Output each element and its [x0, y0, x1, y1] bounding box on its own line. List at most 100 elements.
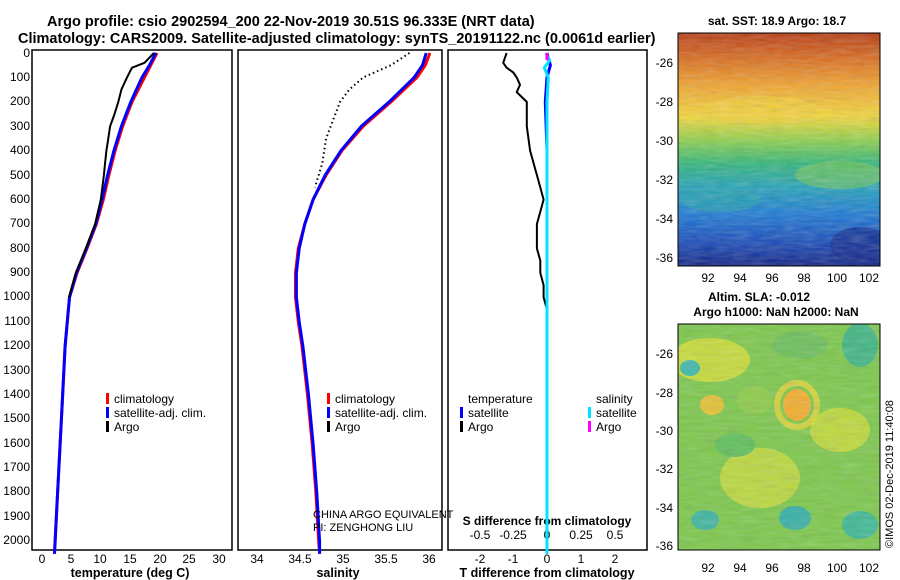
- temperature-panel-frame: [31, 49, 233, 551]
- profile-curves: [53, 52, 552, 554]
- x-tick-label: 5: [68, 552, 75, 566]
- legend-label: satellite: [468, 406, 509, 420]
- temperature-legend: climatology satellite-adj. clim. Argo: [106, 392, 206, 434]
- legend-swatch-t-satellite: [460, 407, 463, 418]
- top-tick-label: 0.25: [569, 528, 593, 542]
- difference-x-label: T difference from climatology: [459, 566, 634, 580]
- top-tick-label: -0.5: [470, 528, 491, 542]
- top-tick-label: 0.5: [607, 528, 624, 542]
- difference-series-t-argo: [502, 52, 548, 310]
- difference-legend: temperature satellite Argo salinity sate…: [460, 392, 637, 434]
- depth-tick: 100: [10, 70, 30, 84]
- legend-swatch-s-argo: [588, 421, 591, 432]
- depth-tick: 0: [23, 46, 30, 60]
- depth-tick: 500: [10, 168, 30, 182]
- lat-label: -26: [656, 347, 674, 361]
- legend-label: Argo: [114, 420, 140, 434]
- depth-tick: 400: [10, 143, 30, 157]
- lat-label: -36: [656, 539, 674, 553]
- legend-swatch-satellite: [106, 407, 109, 418]
- temperature-series-argo: [67, 52, 155, 298]
- depth-tick: 1400: [3, 387, 30, 401]
- temperature-x-axis: 0 5 10 15 20 25 30 temperature (deg C): [39, 552, 226, 580]
- legend-label: climatology: [335, 392, 395, 406]
- lon-label: 94: [733, 561, 747, 575]
- salinity-x-label: salinity: [316, 566, 359, 580]
- x-tick-label: 15: [123, 552, 137, 566]
- sla-map-texture: [678, 324, 880, 550]
- legend-swatch-argo: [106, 421, 109, 432]
- x-tick-label: -1: [508, 552, 519, 566]
- sst-map: [678, 33, 880, 266]
- legend-header: salinity: [596, 392, 633, 406]
- title-line1: Argo profile: csio 2902594_200 22-Nov-20…: [47, 14, 535, 30]
- sla-map-frame: [677, 323, 881, 551]
- salinity-panel-frame: [237, 49, 443, 551]
- lon-label: 94: [733, 271, 747, 285]
- lon-label: 102: [859, 271, 879, 285]
- depth-tick: 1900: [3, 509, 30, 523]
- x-tick-label: 36: [422, 552, 436, 566]
- lon-label: 100: [827, 561, 847, 575]
- x-tick-label: 34.5: [288, 552, 312, 566]
- depth-tick: 2000: [3, 533, 30, 547]
- legend-label: Argo: [335, 420, 361, 434]
- depth-tick: 800: [10, 241, 30, 255]
- depth-tick: 1300: [3, 363, 30, 377]
- sla-map: [678, 324, 880, 550]
- legend-label: satellite: [596, 406, 637, 420]
- lon-label: 92: [701, 561, 715, 575]
- legend-swatch-satellite: [327, 407, 330, 418]
- sst-map-axes: -26 -28 -30 -32 -34 -36 92 94 96 98 100 …: [656, 56, 880, 285]
- lat-label: -34: [656, 212, 674, 226]
- depth-tick: 1700: [3, 460, 30, 474]
- legend-swatch-climatology: [106, 393, 109, 404]
- temperature-series-satellite-adj-clim: [53, 52, 158, 554]
- x-tick-label: 35: [336, 552, 350, 566]
- legend-swatch-argo: [327, 421, 330, 432]
- lon-label: 96: [765, 561, 779, 575]
- lat-label: -30: [656, 424, 674, 438]
- sla-map-title-line2: Argo h1000: NaN h2000: NaN: [693, 305, 858, 319]
- lon-label: 98: [797, 271, 811, 285]
- depth-tick: 1100: [4, 314, 30, 328]
- lon-label: 102: [859, 561, 879, 575]
- sst-map-frame: [677, 32, 881, 267]
- x-tick-label: 1: [578, 552, 585, 566]
- lat-label: -28: [656, 95, 674, 109]
- x-tick-label: 34: [250, 552, 264, 566]
- x-tick-label: 30: [212, 552, 226, 566]
- sla-map-axes: -26 -28 -30 -32 -34 -36 92 94 96 98 100 …: [656, 347, 880, 575]
- depth-tick: 1600: [3, 436, 30, 450]
- depth-tick: 700: [10, 216, 30, 230]
- x-tick-label: 35.5: [374, 552, 398, 566]
- x-tick-label: 20: [153, 552, 167, 566]
- legend-label: Argo: [596, 420, 622, 434]
- lon-label: 96: [765, 271, 779, 285]
- legend-swatch-t-argo: [460, 421, 463, 432]
- annotation-line: CHINA ARGO EQUIVALENT: [313, 509, 454, 521]
- lon-label: 100: [827, 271, 847, 285]
- lat-label: -34: [656, 501, 674, 515]
- legend-label: Argo: [468, 420, 494, 434]
- depth-tick: 1000: [3, 289, 30, 303]
- depth-axis: 0 100 200 300 400 500 600 700 800 900 10…: [3, 46, 30, 547]
- sst-map-title: sat. SST: 18.9 Argo: 18.7: [708, 14, 847, 28]
- top-tick-label: -0.25: [499, 528, 527, 542]
- x-tick-label: 25: [182, 552, 196, 566]
- depth-tick: 300: [10, 119, 30, 133]
- legend-label: satellite-adj. clim.: [335, 406, 427, 420]
- sst-map-texture: [678, 33, 880, 266]
- lon-label: 92: [701, 271, 715, 285]
- x-tick-label: 0: [544, 552, 551, 566]
- lat-label: -32: [656, 173, 674, 187]
- x-tick-label: 10: [93, 552, 107, 566]
- depth-tick: 1500: [3, 411, 30, 425]
- lat-label: -30: [656, 134, 674, 148]
- lat-label: -32: [656, 462, 674, 476]
- depth-tick: 1200: [3, 338, 30, 352]
- lon-label: 98: [797, 561, 811, 575]
- sla-map-title-line1: Altim. SLA: -0.012: [708, 290, 810, 304]
- depth-tick: 1800: [3, 484, 30, 498]
